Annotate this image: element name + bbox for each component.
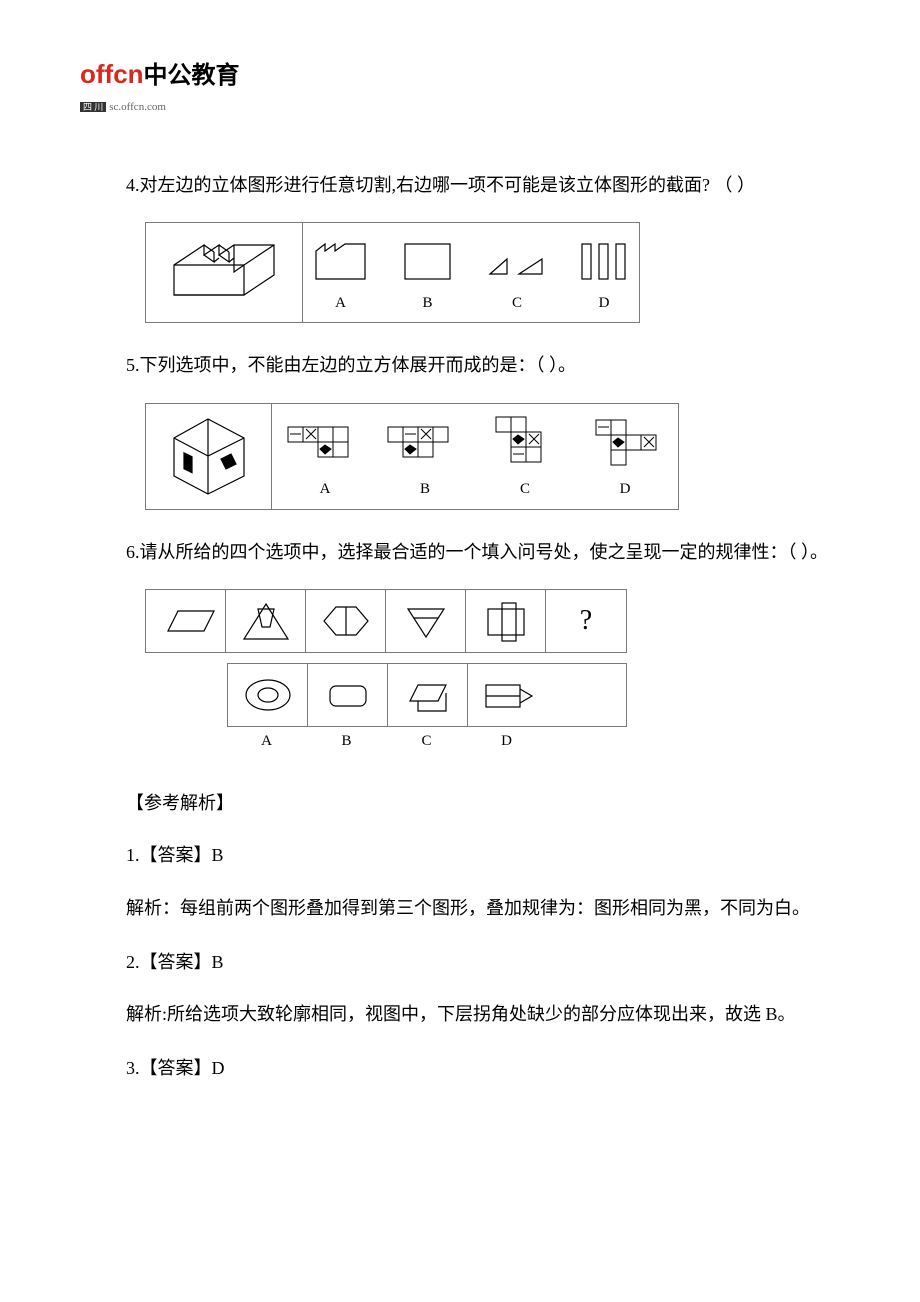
logo-url: sc.offcn.com	[109, 101, 166, 113]
q5-cube	[146, 404, 272, 509]
q6-r1c5	[466, 590, 546, 652]
q4-option-a: A	[313, 239, 368, 318]
q5-option-a: A	[286, 415, 364, 504]
logo-brand-en: offcn	[80, 59, 144, 89]
question-6-text: 6.请从所给的四个选项中，选择最合适的一个填入问号处，使之呈现一定的规律性：（ …	[90, 535, 830, 569]
logo-brand-cn: 中公教育	[144, 62, 240, 89]
answers-header: 【参考解析】	[90, 786, 830, 820]
q6-r1c6: ?	[546, 590, 626, 652]
q6-option-c	[388, 664, 468, 726]
q6-r1c4	[386, 590, 466, 652]
q5-label-a: A	[320, 475, 331, 504]
figure-q4: A B C D	[145, 222, 830, 323]
q6-option-d	[468, 664, 548, 726]
q5-label-d: D	[620, 475, 631, 504]
figure-q5: A B C	[145, 403, 830, 510]
q4-label-c: C	[512, 289, 522, 318]
q6-row1: ?	[145, 589, 627, 653]
answer-1-title: 1.【答案】B	[90, 838, 830, 872]
answer-2-title: 2.【答案】B	[90, 945, 830, 979]
q6-r1c3	[306, 590, 386, 652]
logo: offcn中公教育 四 川sc.offcn.com	[80, 50, 830, 118]
logo-sub: 四 川sc.offcn.com	[80, 97, 830, 118]
answer-2-explain: 解析:所给选项大致轮廓相同，视图中，下层拐角处缺少的部分应体现出来，故选 B。	[90, 997, 830, 1031]
question-4-text: 4.对左边的立体图形进行任意切割,右边哪一项不可能是该立体图形的截面? （ ）	[90, 168, 830, 202]
q6-option-a	[228, 664, 308, 726]
q6-r1c2	[226, 590, 306, 652]
q6-r1c1	[146, 590, 226, 652]
figure-q6: ? A B C D	[145, 589, 830, 756]
question-5-text: 5.下列选项中，不能由左边的立方体展开而成的是：（ ）。	[90, 348, 830, 382]
answer-1-explain: 解析：每组前两个图形叠加得到第三个图形，叠加规律为：图形相同为黑，不同为白。	[90, 891, 830, 925]
answer-3-title: 3.【答案】D	[90, 1051, 830, 1085]
question-mark: ?	[580, 594, 592, 647]
q4-option-d: D	[579, 239, 629, 318]
q6-row2	[227, 663, 627, 727]
q5-option-d: D	[586, 415, 664, 504]
q6-labels: A B C D	[227, 727, 627, 756]
logo-region: 四 川	[80, 102, 106, 112]
q6-label-a: A	[227, 727, 307, 756]
q4-label-b: B	[422, 289, 432, 318]
q4-option-b: B	[400, 239, 455, 318]
q6-label-d: D	[467, 727, 547, 756]
q4-label-a: A	[335, 289, 346, 318]
q5-option-c: C	[486, 415, 564, 504]
q4-label-d: D	[599, 289, 610, 318]
logo-main: offcn中公教育	[80, 50, 830, 99]
q5-label-b: B	[420, 475, 430, 504]
q5-option-b: B	[386, 415, 464, 504]
q6-label-c: C	[387, 727, 467, 756]
q4-solid	[146, 223, 303, 322]
q6-label-b: B	[307, 727, 387, 756]
q6-option-b	[308, 664, 388, 726]
q5-label-c: C	[520, 475, 530, 504]
q4-option-c: C	[487, 239, 547, 318]
